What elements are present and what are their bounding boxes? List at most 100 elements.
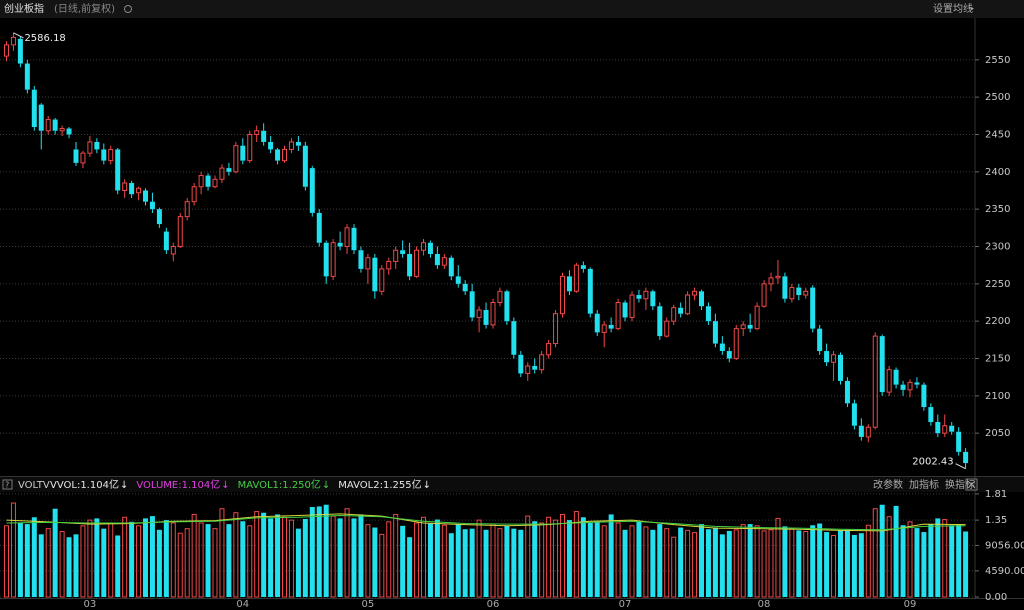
- volume-bar: [719, 534, 725, 597]
- ma-settings-button[interactable]: 设置均线: [933, 2, 973, 15]
- volume-bar: [330, 515, 336, 598]
- candle-body: [956, 431, 962, 452]
- candle-body: [740, 324, 746, 330]
- candle-body: [907, 381, 913, 391]
- help-box[interactable]: [2, 479, 13, 490]
- volume-bar: [907, 521, 913, 598]
- candle-body: [254, 130, 260, 135]
- volume-bar: [636, 521, 642, 597]
- volume-bar: [865, 524, 871, 598]
- candle-body: [31, 89, 37, 128]
- volume-bar: [129, 521, 135, 597]
- volume-bar: [879, 504, 885, 597]
- candle-body: [629, 294, 635, 318]
- candle-body: [309, 168, 315, 213]
- help-icon[interactable]: ?: [5, 481, 9, 490]
- candle-body: [754, 305, 760, 330]
- candle-body: [163, 231, 169, 251]
- candle-body: [490, 302, 496, 326]
- x-tick-label: 05: [362, 599, 375, 610]
- volume-bar: [497, 528, 503, 598]
- volume-bar: [400, 525, 406, 597]
- y-tick-label: 1.81: [985, 489, 1007, 500]
- volume-bar: [615, 522, 621, 598]
- candle-body: [546, 343, 552, 356]
- candle-body: [747, 324, 753, 329]
- volume-bar: [122, 516, 128, 598]
- volume-bar: [219, 508, 225, 598]
- volume-bar: [184, 528, 190, 598]
- candle-body: [184, 201, 190, 218]
- volume-bar: [664, 528, 670, 598]
- candle-body: [344, 227, 350, 247]
- volume-bar: [685, 529, 691, 598]
- volume-bar: [573, 511, 579, 598]
- candle-body: [789, 287, 795, 300]
- legend-entry: MAVOL2:1.255亿: [338, 478, 421, 491]
- max-label: 2586.18: [24, 33, 65, 44]
- candle-body: [323, 242, 329, 277]
- close-icon[interactable]: [967, 480, 976, 489]
- candle-body: [928, 407, 934, 422]
- y-tick-label: 9056.00: [985, 540, 1024, 551]
- settings-icon[interactable]: [124, 5, 132, 13]
- candle-body: [838, 354, 843, 381]
- candle-body: [476, 309, 482, 318]
- volume-bar: [226, 524, 232, 597]
- close-box[interactable]: [965, 478, 978, 491]
- candle-body: [205, 175, 211, 187]
- volume-bar: [421, 516, 426, 598]
- candle-body: [893, 369, 899, 385]
- volume-bar: [365, 524, 371, 598]
- volume-bar: [441, 524, 447, 598]
- volume-bar: [170, 522, 176, 598]
- y-tick-label: 2450: [985, 129, 1010, 140]
- volume-bar: [587, 522, 593, 597]
- y-tick-label: 2400: [985, 167, 1010, 178]
- candle-body: [573, 264, 579, 292]
- candle-body: [831, 354, 837, 363]
- volume-bar: [212, 528, 218, 598]
- x-tick-label: 08: [758, 599, 771, 610]
- candle-body: [240, 145, 246, 161]
- candle-body: [872, 335, 878, 428]
- candle-body: [810, 287, 816, 329]
- candle-body: [858, 425, 864, 437]
- candle-body: [685, 294, 691, 315]
- candle-body: [115, 149, 121, 191]
- volume-header-bar: [0, 477, 1024, 492]
- volume-bar: [657, 524, 663, 597]
- volume-bar: [518, 529, 524, 597]
- volume-bar: [448, 533, 454, 597]
- indicator-button[interactable]: 加指标: [909, 478, 939, 491]
- volume-bar: [240, 521, 246, 597]
- volume-bar: [851, 534, 857, 597]
- candle-body: [288, 141, 294, 150]
- volume-bar: [678, 527, 684, 597]
- candle-body: [129, 183, 135, 195]
- candle-body: [247, 133, 253, 162]
- volume-bar: [893, 505, 899, 597]
- y-tick-label: 2100: [985, 391, 1010, 402]
- candle-body: [372, 257, 378, 292]
- candle-body: [963, 451, 969, 464]
- indicator-button[interactable]: 改参数: [873, 478, 903, 491]
- candle-body: [101, 149, 107, 161]
- candle-body: [539, 354, 545, 371]
- indicator-button[interactable]: 换指标: [945, 478, 975, 491]
- volume-bar: [476, 519, 482, 598]
- candle-body: [275, 149, 281, 161]
- volume-bar: [928, 524, 934, 597]
- y-tick-label: 2300: [985, 242, 1010, 253]
- volume-bar: [45, 528, 51, 598]
- volume-bar: [101, 528, 107, 597]
- volume-bar: [149, 516, 155, 597]
- candle-body: [302, 145, 308, 187]
- candle-body: [511, 321, 517, 355]
- volume-bar: [699, 524, 704, 597]
- candle-body: [782, 276, 788, 299]
- candle-body: [483, 309, 489, 325]
- volume-bar: [789, 528, 795, 598]
- volume-bar: [511, 528, 517, 597]
- volume-bar: [87, 519, 93, 598]
